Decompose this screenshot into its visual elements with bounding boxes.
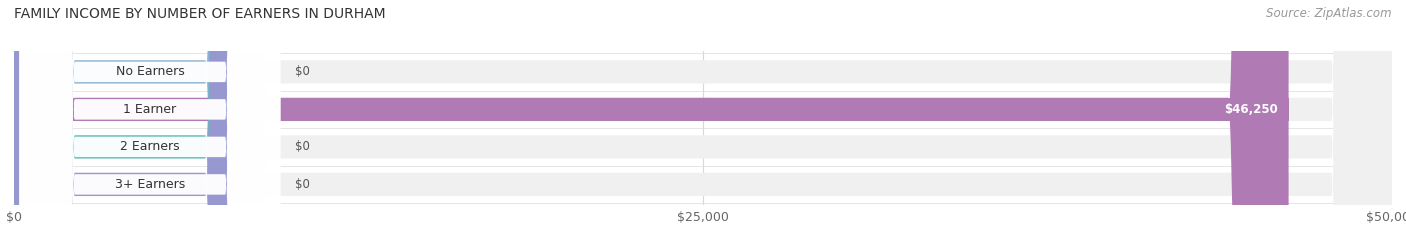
- FancyBboxPatch shape: [20, 0, 280, 233]
- FancyBboxPatch shape: [14, 0, 1392, 233]
- FancyBboxPatch shape: [14, 0, 1392, 233]
- Text: 2 Earners: 2 Earners: [120, 140, 180, 153]
- Text: Source: ZipAtlas.com: Source: ZipAtlas.com: [1267, 7, 1392, 20]
- FancyBboxPatch shape: [14, 0, 266, 233]
- Bar: [14, 98, 1289, 121]
- FancyBboxPatch shape: [20, 0, 280, 233]
- Text: FAMILY INCOME BY NUMBER OF EARNERS IN DURHAM: FAMILY INCOME BY NUMBER OF EARNERS IN DU…: [14, 7, 385, 21]
- FancyBboxPatch shape: [14, 0, 266, 233]
- FancyBboxPatch shape: [14, 0, 1392, 233]
- FancyBboxPatch shape: [20, 0, 280, 233]
- FancyBboxPatch shape: [20, 0, 280, 233]
- FancyBboxPatch shape: [14, 0, 1392, 233]
- Text: 3+ Earners: 3+ Earners: [115, 178, 186, 191]
- Text: $0: $0: [295, 178, 311, 191]
- Text: $0: $0: [295, 140, 311, 153]
- Text: $46,250: $46,250: [1223, 103, 1278, 116]
- Text: No Earners: No Earners: [115, 65, 184, 78]
- FancyBboxPatch shape: [14, 0, 266, 233]
- FancyBboxPatch shape: [14, 0, 1289, 233]
- Text: 1 Earner: 1 Earner: [124, 103, 177, 116]
- Text: $0: $0: [295, 65, 311, 78]
